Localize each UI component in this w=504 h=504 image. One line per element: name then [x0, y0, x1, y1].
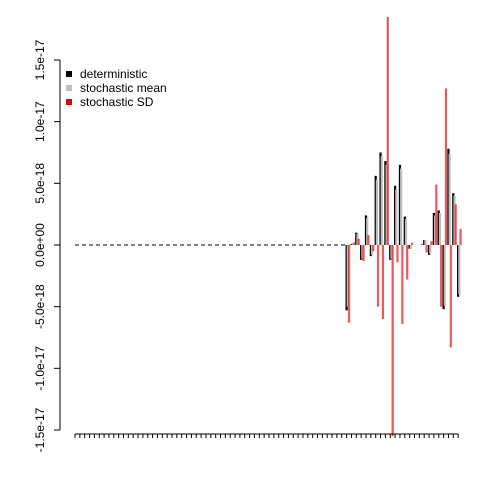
legend-label: deterministic [80, 67, 147, 81]
legend-label: stochastic mean [80, 81, 167, 95]
legend-label: stochastic SD [80, 95, 154, 109]
y-tick-label: 1.5e-17 [33, 39, 47, 80]
legend-swatch [66, 85, 72, 91]
legend-swatch [66, 71, 72, 77]
y-tick-label: 1.0e-17 [33, 101, 47, 142]
y-tick-label: -5.0e-18 [33, 284, 47, 329]
y-tick-label: 0.0e+00 [33, 223, 47, 267]
y-tick-label: -1.5e-17 [33, 407, 47, 452]
y-tick-label: -1.0e-17 [33, 346, 47, 391]
y-tick-label: 5.0e-18 [33, 163, 47, 204]
legend-swatch [66, 99, 72, 105]
